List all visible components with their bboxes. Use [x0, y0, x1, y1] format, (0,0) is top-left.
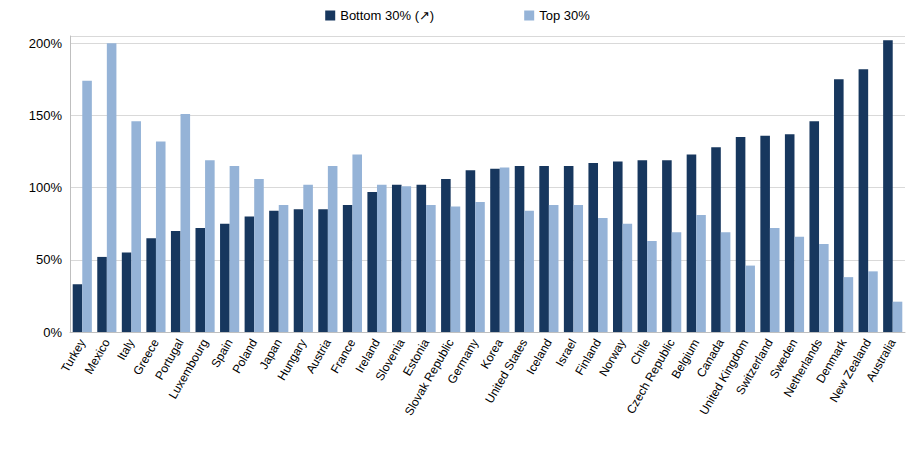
svg-text:Greece: Greece: [130, 336, 162, 378]
svg-text:Australia: Australia: [863, 336, 899, 384]
svg-text:0%: 0%: [43, 325, 62, 340]
svg-text:United Kingdom: United Kingdom: [696, 336, 752, 418]
svg-text:Iceland: Iceland: [524, 336, 555, 376]
svg-text:50%: 50%: [36, 252, 62, 267]
svg-text:Czech Republic: Czech Republic: [624, 336, 678, 416]
svg-text:Turkey: Turkey: [58, 336, 89, 375]
svg-text:Estonia: Estonia: [400, 336, 433, 379]
svg-text:Japan: Japan: [256, 336, 285, 372]
svg-text:Germany: Germany: [445, 336, 482, 386]
svg-text:Ireland: Ireland: [352, 336, 383, 376]
svg-text:Top 30%: Top 30%: [539, 8, 590, 23]
svg-text:Chile: Chile: [627, 336, 654, 368]
svg-text:Israel: Israel: [552, 336, 580, 369]
svg-text:Netherlands: Netherlands: [780, 336, 826, 400]
svg-text:Korea: Korea: [477, 336, 506, 372]
svg-text:New Zealand: New Zealand: [826, 336, 875, 405]
svg-text:Austria: Austria: [303, 336, 334, 376]
svg-text:Belgium: Belgium: [668, 336, 703, 381]
svg-text:Bottom 30% (↗): Bottom 30% (↗): [340, 8, 434, 23]
svg-text:Sweden: Sweden: [766, 336, 801, 381]
svg-text:150%: 150%: [29, 108, 63, 123]
svg-text:United States: United States: [482, 336, 530, 405]
svg-text:Denmark: Denmark: [813, 336, 850, 386]
svg-text:Portugal: Portugal: [152, 336, 187, 383]
svg-text:Switzerland: Switzerland: [733, 336, 776, 397]
svg-text:100%: 100%: [29, 180, 63, 195]
svg-text:Slovenia: Slovenia: [372, 336, 407, 383]
svg-text:Slovak Republic: Slovak Republic: [401, 336, 457, 418]
svg-text:Hungary: Hungary: [275, 336, 310, 382]
svg-text:Luxembourg: Luxembourg: [166, 336, 211, 401]
svg-text:Italy: Italy: [114, 336, 137, 362]
svg-text:Canada: Canada: [693, 336, 727, 380]
svg-text:Spain: Spain: [208, 336, 236, 370]
svg-text:200%: 200%: [29, 36, 63, 51]
svg-text:Norway: Norway: [596, 336, 628, 378]
svg-text:Poland: Poland: [229, 336, 260, 375]
svg-text:Finland: Finland: [572, 336, 605, 378]
svg-text:Mexico: Mexico: [82, 336, 113, 376]
svg-text:France: France: [327, 336, 359, 376]
